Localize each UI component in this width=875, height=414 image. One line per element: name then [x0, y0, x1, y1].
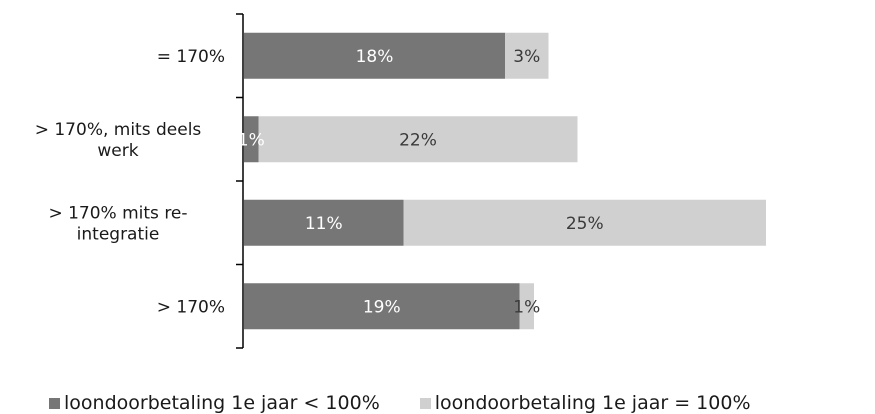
data-label: 19%	[363, 297, 401, 317]
data-label: 3%	[513, 47, 540, 67]
category-label: > 170%, mits deels werk	[35, 120, 202, 161]
data-label: 11%	[305, 214, 343, 234]
legend-label-series-2: loondoorbetaling 1e jaar = 100%	[434, 392, 751, 414]
labels: 18% 3% 1% 22% 11% 25% 19% 1%	[238, 47, 604, 318]
bar-segment	[244, 283, 520, 330]
bar-segment	[244, 116, 259, 163]
stacked-bar-chart: = 170% > 170%, mits deels werk > 170% mits …	[35, 13, 766, 349]
category-label: = 170%	[157, 47, 225, 67]
data-label: 1%	[513, 297, 540, 317]
legend: loondoorbetaling 1e jaar < 100% loondoor…	[49, 392, 751, 414]
bar-segment	[244, 199, 404, 246]
category-label: > 170%	[157, 297, 225, 317]
legend-item-series-1: loondoorbetaling 1e jaar < 100%	[49, 392, 380, 414]
bar-segment	[244, 32, 505, 79]
legend-swatch-series-2	[419, 397, 431, 409]
bar-segment	[258, 116, 578, 163]
bar-segment	[403, 199, 766, 246]
legend-item-series-2: loondoorbetaling 1e jaar = 100%	[419, 392, 751, 414]
data-label: 1%	[238, 130, 265, 150]
bar-segment	[519, 283, 534, 330]
category-axis: = 170% > 170%, mits deels werk > 170% mits …	[35, 13, 244, 349]
category-label: > 170% mits re-integratie	[48, 203, 187, 244]
bars	[244, 32, 766, 330]
legend-swatch-series-1	[49, 397, 60, 409]
data-label: 25%	[566, 214, 604, 234]
data-label: 22%	[399, 130, 437, 150]
legend-label-series-1: loondoorbetaling 1e jaar < 100%	[64, 392, 380, 414]
data-label: 18%	[356, 47, 394, 67]
bar-segment	[505, 32, 549, 79]
